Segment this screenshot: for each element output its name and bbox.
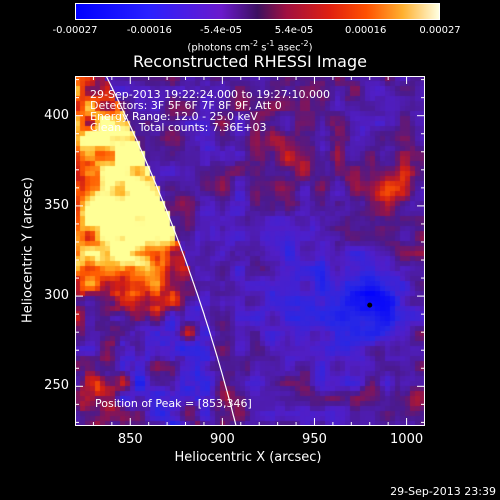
colorbar-tick-label: 0.00027 [419, 25, 461, 36]
x-tick-label: 1000 [390, 432, 424, 447]
info-total-counts: Clean Total counts: 7.36E+03 [90, 121, 267, 134]
info-time-range: 29-Sep-2013 19:22:24.000 to 19:27:10.000 [90, 88, 330, 101]
x-tick-label: 950 [302, 432, 327, 447]
peak-marker [367, 302, 373, 308]
colorbar-gradient [76, 4, 439, 19]
x-tick-label: 900 [209, 432, 235, 447]
colorbar-tick-label: -0.00016 [126, 25, 172, 36]
y-tick-label: 350 [44, 197, 69, 213]
y-tick-label: 300 [44, 288, 69, 304]
x-axis-label: Heliocentric X (arcsec) [174, 450, 322, 465]
y-tick-label: 250 [44, 378, 69, 394]
peak-position-label: Position of Peak = [853,346] [95, 397, 252, 410]
colorbar [75, 3, 440, 20]
colorbar-units-label: (photons cm-2 s-1 asec-2) [187, 39, 313, 54]
info-detectors: Detectors: 3F 5F 6F 7F 8F 9F, Att 0 [90, 99, 282, 112]
colorbar-tick-label: 5.4e-05 [274, 25, 314, 36]
y-axis-label: Heliocentric Y (arcsec) [20, 177, 36, 323]
axis-ticks [75, 76, 425, 426]
colorbar-tick-label: -5.4e-05 [200, 25, 242, 36]
colorbar-tick-label: 0.00016 [344, 25, 387, 36]
marker-dot [367, 302, 373, 308]
plot-area: 29-Sep-2013 19:22:24.000 to 19:27:10.000… [75, 76, 425, 426]
chart-title: Reconstructed RHESSI Image [133, 52, 367, 71]
y-tick-label: 400 [44, 107, 69, 123]
plot-frame [75, 76, 425, 426]
plot-overlay [75, 76, 425, 426]
colorbar-tick-label: -0.00027 [52, 25, 98, 36]
solar-limb-curve [105, 76, 237, 426]
timestamp: 29-Sep-2013 23:39 [390, 485, 496, 498]
info-energy-range: Energy Range: 12.0 - 25.0 keV [90, 110, 258, 123]
heatmap-image [75, 76, 425, 426]
x-tick-label: 850 [117, 432, 143, 447]
